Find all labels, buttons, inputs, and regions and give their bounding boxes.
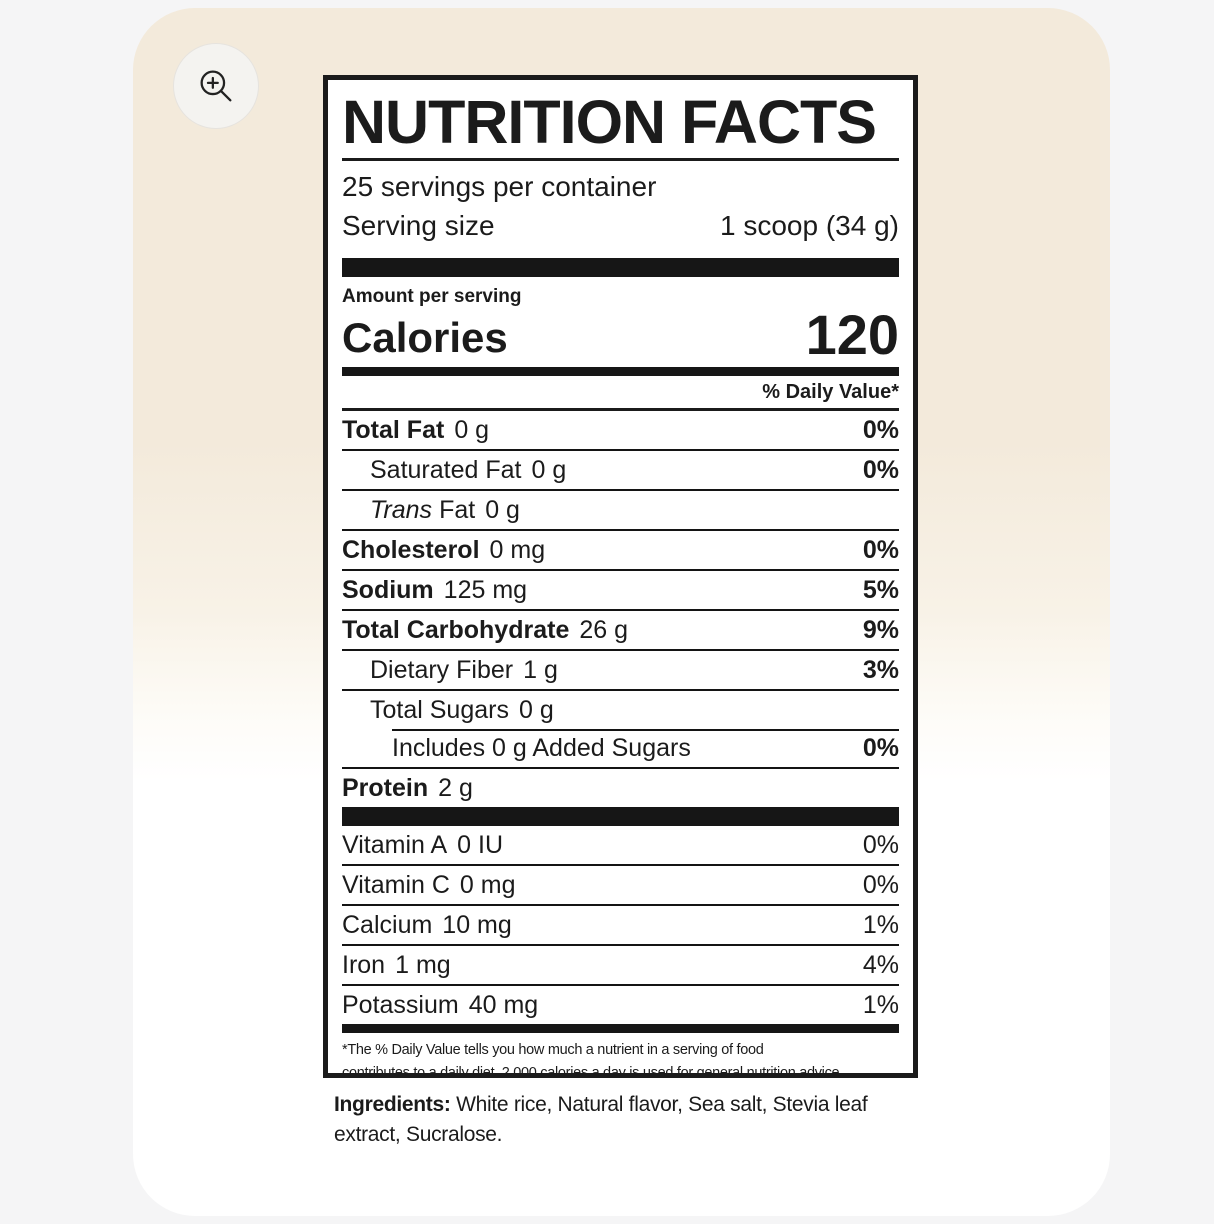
nutrient-row-dietary-fiber: Dietary Fiber 1 g 3% xyxy=(342,651,899,691)
nutrient-name: Potassium xyxy=(342,991,459,1019)
nutrient-name: Calcium xyxy=(342,911,433,939)
nutrient-row-added-sugars: Includes 0 g Added Sugars 0% xyxy=(342,729,899,769)
nutrient-amount: 10 mg xyxy=(442,911,512,939)
nutrient-dv: 1% xyxy=(862,911,899,939)
nutrient-name: Total Carbohydrate xyxy=(342,616,570,644)
daily-value-header: % Daily Value* xyxy=(342,376,899,411)
nutrient-row-total-carbohydrate: Total Carbohydrate 26 g 9% xyxy=(342,611,899,651)
vitamin-row-iron: Iron 1 mg 4% xyxy=(342,946,899,986)
nutrient-name: Total Sugars xyxy=(370,696,509,724)
calories-label: Calories xyxy=(342,314,508,361)
ingredients-line1: White rice, Natural flavor, Sea salt, St… xyxy=(456,1093,868,1116)
ingredients-text: Ingredients: White rice, Natural flavor,… xyxy=(334,1090,974,1150)
nutrient-dv: 0% xyxy=(862,416,899,444)
title-divider xyxy=(342,158,899,161)
nutrient-amount: 26 g xyxy=(579,616,629,644)
nutrient-amount: 40 mg xyxy=(468,991,539,1019)
divider-bar-thick xyxy=(342,258,899,277)
nutrition-facts-label: NUTRITION FACTS 25 servings per containe… xyxy=(323,75,918,1078)
ingredients-label: Ingredients: xyxy=(334,1093,451,1116)
nutrient-dv: 0% xyxy=(862,734,899,762)
nutrient-name-italic: Trans xyxy=(370,496,433,524)
nutrient-dv: 5% xyxy=(862,576,899,604)
nutrient-dv: 4% xyxy=(862,951,899,979)
footnote-line: contributes to a daily diet. 2,000 calor… xyxy=(342,1064,844,1078)
nutrient-amount: 2 g xyxy=(438,774,473,802)
nutrient-dv: 1% xyxy=(862,991,899,1019)
nutrient-row-protein: Protein 2 g xyxy=(342,769,899,807)
nutrient-amount: 0 g xyxy=(518,696,554,724)
divider-bar-medium xyxy=(342,367,899,376)
divider-bar-thick xyxy=(342,807,899,826)
nutrient-name: Vitamin A xyxy=(342,831,448,859)
nutrient-name: Includes 0 g Added Sugars xyxy=(392,734,691,762)
nutrient-row-total-sugars: Total Sugars 0 g xyxy=(342,691,899,729)
nutrient-amount: 1 g xyxy=(523,656,558,684)
nutrient-amount: 0 mg xyxy=(459,871,516,899)
nutrient-amount: 0 g xyxy=(454,416,490,444)
vitamin-row-vitamin-a: Vitamin A 0 IU 0% xyxy=(342,826,899,866)
nutrient-name: Dietary Fiber xyxy=(370,656,514,684)
nutrition-facts-title: NUTRITION FACTS xyxy=(342,88,877,156)
calories-value: 120 xyxy=(805,303,899,366)
nutrient-amount: 0 g xyxy=(485,496,520,524)
serving-size-label: Serving size xyxy=(342,210,495,241)
vitamin-row-vitamin-c: Vitamin C 0 mg 0% xyxy=(342,866,899,906)
nutrient-name: Iron xyxy=(342,951,386,979)
nutrient-dv: 3% xyxy=(862,656,899,684)
nutrient-name: Vitamin C xyxy=(342,871,450,899)
nutrient-dv: 0% xyxy=(862,831,899,859)
nutrient-dv: 0% xyxy=(862,536,899,564)
nutrient-name: Protein xyxy=(342,774,429,802)
vitamin-row-calcium: Calcium 10 mg 1% xyxy=(342,906,899,946)
nutrient-amount: 125 mg xyxy=(443,576,528,604)
nutrient-dv: 0% xyxy=(862,871,899,899)
vitamin-row-potassium: Potassium 40 mg 1% xyxy=(342,986,899,1024)
nutrient-name: Sodium xyxy=(342,576,434,604)
nutrient-amount: 0 IU xyxy=(457,831,504,859)
nutrient-name: Saturated Fat xyxy=(370,456,522,484)
zoom-in-icon xyxy=(195,65,237,107)
daily-value-footnote: *The % Daily Value tells you how much a … xyxy=(342,1033,899,1078)
calories-row: Calories 120 xyxy=(342,303,899,366)
serving-size-value: 1 scoop (34 g) xyxy=(720,210,899,241)
nutrient-row-sodium: Sodium 125 mg 5% xyxy=(342,571,899,611)
nutrient-amount: 0 g xyxy=(531,456,567,484)
nutrient-amount: 1 mg xyxy=(395,951,451,979)
servings-per-container: 25 servings per container xyxy=(342,171,657,202)
nutrient-row-cholesterol: Cholesterol 0 mg 0% xyxy=(342,531,899,571)
nutrient-row-saturated-fat: Saturated Fat 0 g 0% xyxy=(342,451,899,491)
amount-per-serving-label: Amount per serving xyxy=(342,286,522,307)
nutrient-dv: 0% xyxy=(862,456,899,484)
nutrient-name: Fat xyxy=(439,496,476,524)
zoom-in-button[interactable] xyxy=(173,43,259,129)
nutrient-name: Total Fat xyxy=(342,416,445,444)
nutrient-row-trans-fat: Trans Fat 0 g xyxy=(342,491,899,531)
nutrient-name: Cholesterol xyxy=(342,536,480,564)
serving-size-row: Serving size 1 scoop (34 g) xyxy=(342,209,899,243)
nutrient-amount: 0 mg xyxy=(489,536,546,564)
divider-bar-medium xyxy=(342,1024,899,1033)
nutrient-row-total-fat: Total Fat 0 g 0% xyxy=(342,411,899,451)
footnote-line: *The % Daily Value tells you how much a … xyxy=(342,1042,764,1058)
ingredients-line2: extract, Sucralose. xyxy=(334,1123,503,1146)
nutrient-dv: 9% xyxy=(862,616,899,644)
